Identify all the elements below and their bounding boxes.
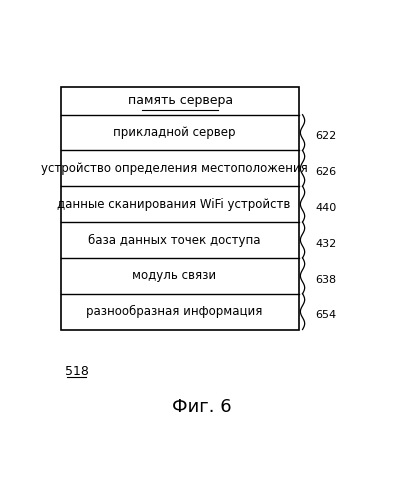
Text: модуль связи: модуль связи — [132, 270, 216, 282]
Text: прикладной сервер: прикладной сервер — [113, 126, 235, 139]
Bar — [61, 87, 299, 330]
Text: 440: 440 — [316, 203, 337, 213]
Text: память сервера: память сервера — [128, 94, 233, 108]
Text: база данных точек доступа: база данных точек доступа — [88, 234, 260, 246]
Text: 638: 638 — [316, 274, 337, 284]
Text: 622: 622 — [316, 132, 337, 141]
Text: разнообразная информация: разнообразная информация — [86, 305, 262, 318]
Text: устройство определения местоположения: устройство определения местоположения — [40, 162, 307, 175]
Text: 432: 432 — [316, 239, 337, 249]
Text: 654: 654 — [316, 310, 337, 320]
Text: Фиг. 6: Фиг. 6 — [172, 398, 231, 415]
Text: 626: 626 — [316, 167, 337, 177]
Text: 518: 518 — [64, 366, 88, 378]
Text: данные сканирования WiFi устройств: данные сканирования WiFi устройств — [57, 198, 291, 210]
